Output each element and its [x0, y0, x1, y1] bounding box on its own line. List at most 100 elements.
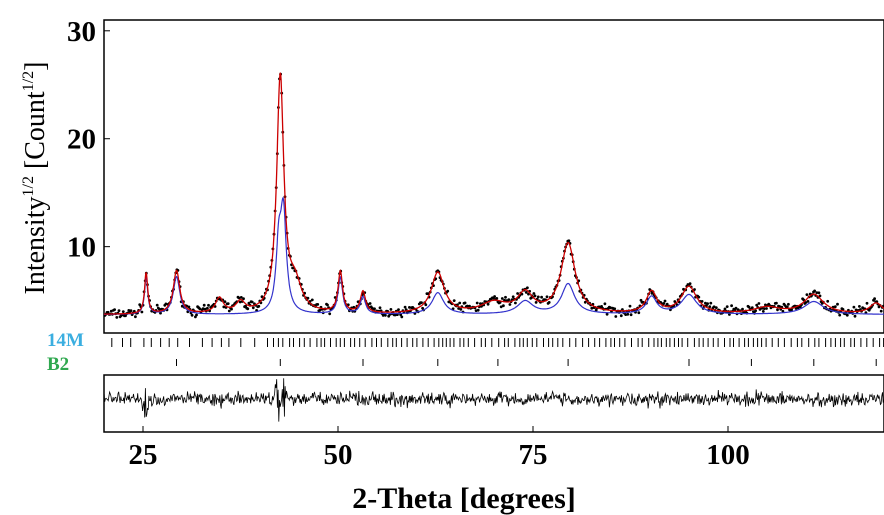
observed-point [408, 306, 411, 309]
observed-point [785, 305, 789, 309]
observed-point [493, 295, 496, 298]
observed-point [239, 296, 243, 299]
observed-point [502, 304, 505, 308]
observed-point [373, 307, 376, 311]
phase-14M-curve [104, 196, 884, 315]
observed-point [536, 295, 540, 299]
observed-point [765, 307, 768, 310]
observed-point [246, 307, 250, 311]
observed-point [230, 307, 233, 311]
observed-point [117, 309, 121, 312]
observed-point [201, 307, 205, 311]
observed-point [838, 313, 842, 317]
observed-point [619, 314, 623, 318]
observed-point [316, 303, 320, 306]
observed-point [841, 308, 845, 311]
observed-point [226, 302, 230, 305]
observed-point [747, 305, 751, 309]
observed-point [134, 315, 137, 319]
observed-point [529, 296, 533, 300]
observed-point [700, 300, 704, 303]
y-axis-label-end: ] [20, 61, 51, 70]
observed-point [590, 306, 594, 310]
observed-point [109, 309, 113, 313]
x-tick-label: 50 [324, 439, 353, 471]
observed-point [524, 291, 528, 294]
observed-point [790, 308, 793, 312]
observed-point [227, 309, 231, 313]
observed-point [207, 303, 210, 307]
observed-point [583, 300, 587, 304]
observed-point [826, 299, 830, 303]
observed-point [567, 239, 571, 243]
observed-point [545, 295, 549, 299]
observed-point [757, 302, 761, 305]
observed-point [805, 293, 809, 296]
observed-point [853, 314, 857, 318]
observed-point [237, 296, 241, 300]
observed-point [614, 315, 618, 318]
observed-point [158, 307, 161, 311]
observed-point [730, 304, 733, 308]
observed-point [257, 304, 261, 308]
x-tick-label: 25 [129, 439, 158, 471]
observed-point [389, 308, 393, 311]
observed-point [400, 315, 404, 319]
observed-point [378, 306, 382, 310]
observed-point [613, 307, 617, 311]
y-tick-label: 30 [67, 16, 96, 48]
observed-point [202, 303, 206, 307]
observed-point [195, 313, 198, 317]
observed-point [452, 299, 456, 302]
observed-point [106, 310, 110, 314]
observed-point [637, 311, 641, 315]
y-axis-label-mid: [Count [20, 91, 51, 176]
x-axis-ticks: 25 50 75 100 [129, 426, 750, 471]
observed-point [764, 303, 767, 307]
observed-point [626, 312, 630, 316]
observed-point [223, 300, 227, 303]
observed-point [605, 312, 609, 316]
observed-point [526, 286, 529, 290]
observed-point [250, 300, 254, 304]
observed-point [318, 308, 322, 312]
observed-point [458, 301, 462, 305]
difference-plot-frame [103, 374, 884, 433]
observed-point [734, 306, 738, 310]
observed-point [508, 303, 512, 306]
observed-point [532, 292, 536, 295]
observed-point [594, 308, 598, 312]
phase-label-B2: B2 [47, 354, 69, 375]
observed-point [534, 301, 538, 304]
observed-point [159, 311, 162, 315]
observed-point [306, 296, 310, 300]
observed-point [187, 305, 191, 309]
observed-point [459, 308, 463, 311]
observed-point [836, 302, 839, 306]
observed-point [741, 307, 744, 311]
observed-point [503, 298, 506, 302]
observed-point [662, 302, 666, 305]
observed-point [516, 292, 519, 295]
observed-point [799, 305, 802, 309]
observed-point [514, 301, 517, 305]
observed-point [688, 282, 692, 285]
observed-point [476, 308, 480, 312]
observed-point [547, 301, 551, 304]
observed-point [815, 291, 819, 294]
x-axis-label: 2-Theta [degrees] [352, 482, 576, 515]
observed-point [403, 305, 407, 309]
observed-point [242, 297, 245, 301]
observed-point [629, 313, 633, 317]
observed-point [778, 305, 781, 308]
observed-point [328, 312, 332, 316]
observed-point [540, 295, 543, 299]
observed-point [761, 310, 765, 313]
phase-label-14M: 14M [47, 330, 84, 351]
y-tick-label: 10 [67, 232, 96, 264]
difference-curve [103, 378, 884, 422]
observed-point [776, 308, 779, 312]
observed-point [663, 299, 667, 303]
observed-point [754, 309, 757, 313]
